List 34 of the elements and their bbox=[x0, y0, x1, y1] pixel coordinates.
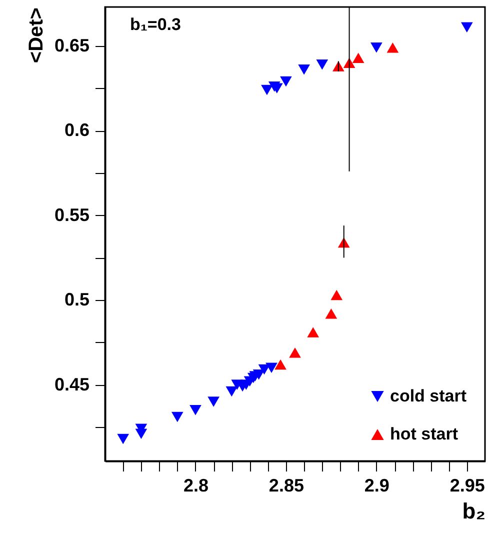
x-axis-title: b₂ bbox=[462, 498, 486, 524]
point bbox=[325, 308, 338, 319]
point bbox=[289, 347, 301, 358]
y-tick-label: 0.6 bbox=[64, 120, 90, 140]
point bbox=[266, 362, 278, 373]
legend-label: cold start bbox=[390, 386, 467, 406]
point bbox=[330, 290, 343, 300]
point bbox=[261, 84, 273, 96]
point bbox=[135, 428, 148, 440]
x-tick-label: 2.95 bbox=[450, 476, 485, 496]
point bbox=[226, 386, 238, 397]
y-tick-label: 0.65 bbox=[54, 35, 90, 56]
x-tick-label: 2.8 bbox=[183, 476, 208, 496]
point bbox=[190, 405, 202, 416]
point bbox=[307, 327, 320, 338]
x-tick-label: 2.85 bbox=[268, 476, 304, 496]
y-tick-label: 0.55 bbox=[54, 204, 90, 225]
y-axis-title: <Det> bbox=[25, 8, 48, 64]
point bbox=[370, 42, 382, 53]
point bbox=[386, 42, 399, 53]
annotation: b₁=0.3 bbox=[130, 15, 181, 34]
point bbox=[316, 59, 328, 70]
point bbox=[208, 396, 220, 407]
point bbox=[460, 22, 473, 32]
x-tick-label: 2.9 bbox=[364, 476, 390, 496]
legend-label: hot start bbox=[390, 424, 458, 444]
point bbox=[117, 434, 130, 444]
y-tick-label: 0.45 bbox=[54, 374, 90, 394]
y-tick-label: 0.5 bbox=[64, 290, 90, 310]
point bbox=[298, 64, 310, 75]
point bbox=[171, 412, 184, 422]
point bbox=[280, 76, 292, 87]
point bbox=[274, 359, 286, 370]
point bbox=[352, 52, 364, 63]
